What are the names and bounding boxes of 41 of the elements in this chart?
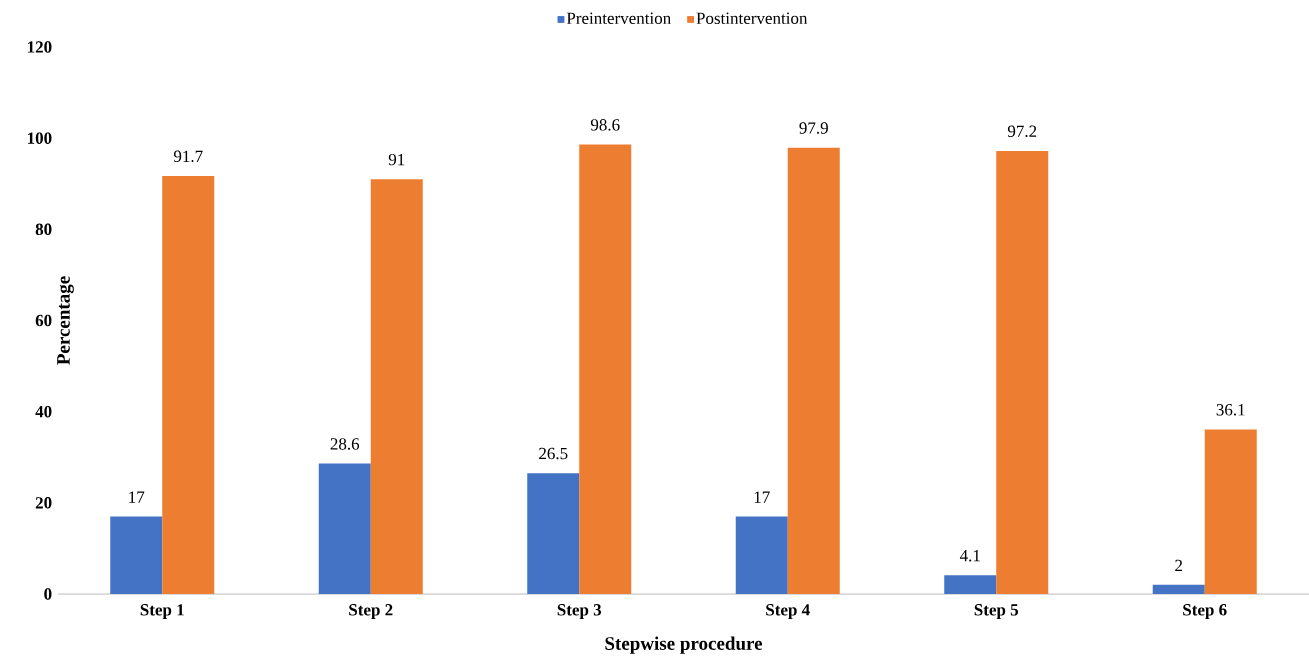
- y-tick-label: 0: [44, 588, 52, 600]
- y-tick-label: 60: [35, 314, 52, 327]
- x-tick-label: Step 6: [1183, 604, 1227, 619]
- bar: [787, 147, 840, 594]
- data-label: 17: [129, 491, 145, 503]
- bar: [527, 473, 580, 594]
- x-tick-label: Step 4: [766, 604, 810, 619]
- data-label: 36.1: [1216, 404, 1245, 416]
- x-tick-label: Step 1: [140, 604, 184, 619]
- bar: [370, 179, 423, 594]
- bar: [944, 575, 997, 594]
- y-tick-label: 40: [35, 405, 52, 418]
- data-label: 98.6: [590, 119, 620, 131]
- x-axis-title: Stepwise procedure: [605, 636, 763, 654]
- data-label: 97.9: [799, 122, 828, 134]
- y-tick-label: 20: [35, 497, 52, 509]
- bar: [735, 516, 788, 594]
- y-tick-label: 100: [28, 132, 52, 144]
- data-label: 91: [388, 153, 405, 166]
- legend-label: Postintervention: [696, 12, 808, 25]
- data-label: 4.1: [959, 549, 980, 562]
- bar: [996, 150, 1049, 594]
- y-tick-label: 80: [35, 223, 52, 236]
- bar: [1152, 584, 1205, 594]
- bar: [318, 463, 371, 594]
- bar: [110, 516, 163, 594]
- x-tick-label: Step 2: [349, 604, 393, 619]
- data-label: 97.2: [1007, 125, 1037, 138]
- data-label: 26.5: [539, 447, 568, 460]
- data-label: 2: [1175, 559, 1183, 571]
- y-tick-label: 120: [28, 41, 52, 53]
- y-axis-title: Percentage: [57, 276, 74, 365]
- data-label: 17: [754, 491, 770, 503]
- legend-label: Preintervention: [566, 12, 671, 25]
- data-label: 91.7: [173, 150, 203, 163]
- bar: [1204, 429, 1257, 594]
- bar: [162, 175, 215, 594]
- data-label: 28.6: [330, 438, 360, 450]
- bar: [579, 144, 632, 594]
- x-tick-label: Step 5: [974, 604, 1019, 619]
- x-tick-label: Step 3: [557, 604, 602, 619]
